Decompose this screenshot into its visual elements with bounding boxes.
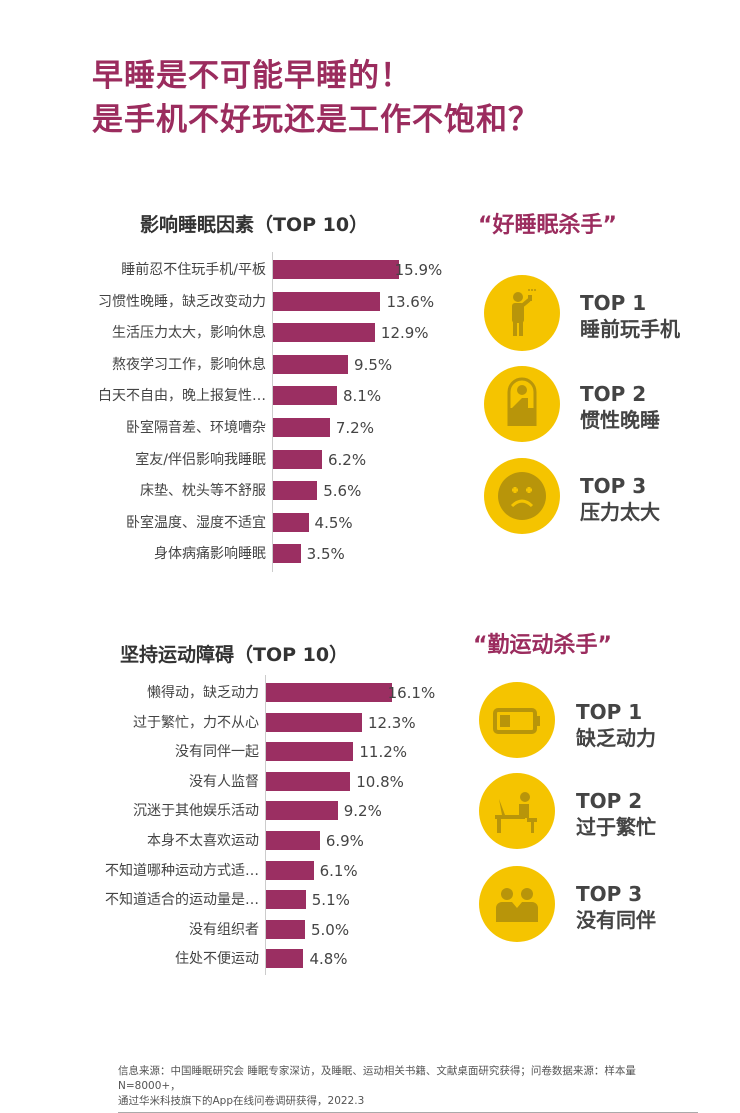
bar-category-label: 不知道适合的运动量是… [105, 892, 259, 909]
label: 过于繁忙 [576, 815, 656, 839]
label: 没有同伴 [576, 908, 656, 932]
label: 惯性晚睡 [580, 408, 660, 432]
person-in-bed-icon [484, 366, 560, 442]
bar [273, 354, 349, 374]
bar-value-label: 9.5% [354, 355, 393, 374]
bar-value-label: 11.2% [359, 743, 408, 762]
bar-value-label: 12.9% [380, 324, 429, 343]
rank: TOP 3 [576, 882, 643, 906]
bar-category-label: 习惯性晚睡，缺乏改变动力 [98, 293, 266, 310]
bar-category-label: 卧室隔音差、环境嘈杂 [126, 420, 266, 436]
footer-line-2: 通过华米科技旗下的App在线问卷调研获得，2022.3 [118, 1095, 365, 1107]
bar [266, 919, 305, 939]
bar-category-label: 过于繁忙，力不从心 [133, 714, 259, 731]
bar-value-label: 12.3% [367, 713, 416, 732]
title-line-1: 早睡是不可能早睡的！ [92, 58, 412, 94]
bar [273, 291, 381, 311]
stressed-face-icon [484, 458, 560, 534]
bar-value-label: 4.5% [314, 513, 353, 532]
bar-value-label: 7.2% [335, 419, 374, 437]
bar [266, 742, 354, 762]
rank: TOP 3 [580, 474, 647, 498]
bar-value-label: 8.1% [342, 387, 382, 406]
bar-value-label: 5.1% [311, 891, 350, 910]
bar-category-label: 生活压力太大，影响休息 [112, 325, 266, 342]
person-phone-icon [484, 275, 560, 351]
bar [273, 512, 309, 532]
rank: TOP 1 [576, 700, 643, 724]
source-footer: 信息来源：中国睡眠研究会 睡眠专家深访，及睡眠、运动相关书籍、文献桌面研究获得；… [118, 1064, 698, 1113]
bar [266, 801, 338, 821]
bar-value-label: 16.1% [387, 684, 436, 702]
sleep-chart-title: 影响睡眠因素（TOP 10） [140, 214, 369, 236]
bar-category-label: 睡前忍不住玩手机/平板 [121, 262, 266, 278]
bar [273, 386, 337, 406]
bar-category-label: 住处不便运动 [175, 951, 259, 968]
low-battery-icon [479, 682, 555, 758]
bar-category-label: 本身不太喜欢运动 [147, 833, 259, 849]
bar [266, 712, 362, 732]
bar-category-label: 懒得动，缺乏动力 [147, 685, 259, 701]
bar-value-label: 13.6% [386, 292, 435, 311]
label: 压力太大 [580, 500, 660, 524]
footer-line-1: 信息来源：中国睡眠研究会 睡眠专家深访，及睡眠、运动相关书籍、文献桌面研究获得；… [118, 1065, 636, 1092]
two-people-icon [479, 866, 555, 942]
bar-category-label: 身体病痛影响睡眠 [154, 546, 266, 563]
bar-value-label: 5.6% [323, 482, 362, 501]
chart-axis [272, 252, 273, 572]
bar [273, 544, 301, 564]
label: 缺乏动力 [576, 726, 656, 750]
bar-category-label: 室友/伴侣影响我睡眠 [135, 451, 266, 468]
bar [266, 949, 304, 969]
exercise-killers-heading: “勤运动杀手” [473, 633, 612, 658]
sleep-killer-2: TOP 2 惯性晚睡 [580, 381, 660, 433]
bar [273, 481, 318, 501]
exercise-killer-1: TOP 1 缺乏动力 [576, 699, 656, 751]
bar-value-label: 9.2% [343, 802, 382, 821]
bar-value-label: 10.8% [356, 772, 404, 791]
bar-category-label: 熬夜学习工作，影响休息 [112, 356, 266, 373]
bar-category-label: 沉迷于其他娱乐活动 [133, 803, 259, 820]
chart-axis [265, 675, 266, 975]
bar-category-label: 没有组织者 [189, 921, 259, 938]
sleep-killer-1: TOP 1 睡前玩手机 [580, 290, 680, 342]
bar-category-label: 床垫、枕头等不舒服 [140, 483, 266, 500]
bar-value-label: 15.9% [394, 261, 443, 279]
exercise-chart-title: 坚持运动障碍（TOP 10） [120, 644, 349, 666]
person-at-desk-icon [479, 773, 555, 849]
bar-category-label: 卧室温度、湿度不适宜 [126, 514, 266, 531]
bar-value-label: 5.0% [311, 920, 350, 939]
title-line-2: 是手机不好玩还是工作不饱和？ [92, 102, 540, 138]
sleep-killers-heading: “好睡眠杀手” [478, 213, 617, 238]
bar [266, 860, 314, 880]
bar-category-label: 不知道哪种运动方式适… [105, 862, 259, 879]
rank: TOP 2 [580, 382, 647, 406]
bar-value-label: 6.9% [325, 832, 364, 850]
bar-category-label: 没有同伴一起 [175, 744, 259, 761]
bar [266, 683, 392, 702]
exercise-killer-2: TOP 2 过于繁忙 [576, 788, 656, 840]
bar [273, 260, 399, 279]
sleep-killer-3: TOP 3 压力太大 [580, 473, 660, 525]
bar-category-label: 没有人监督 [189, 773, 259, 790]
bar-value-label: 4.8% [309, 950, 348, 969]
bar-value-label: 3.5% [306, 545, 345, 564]
bar [266, 890, 306, 910]
label: 睡前玩手机 [580, 317, 680, 341]
bar [273, 449, 322, 469]
bar-value-label: 6.1% [319, 861, 358, 880]
exercise-killer-3: TOP 3 没有同伴 [576, 881, 656, 933]
bar [273, 418, 330, 437]
bar-category-label: 白天不自由，晚上报复性… [98, 388, 266, 405]
bar-value-label: 6.2% [327, 450, 367, 469]
rank: TOP 2 [576, 789, 643, 813]
rank: TOP 1 [580, 291, 647, 315]
bar [273, 323, 375, 343]
bar [266, 771, 351, 791]
bar [266, 831, 320, 850]
